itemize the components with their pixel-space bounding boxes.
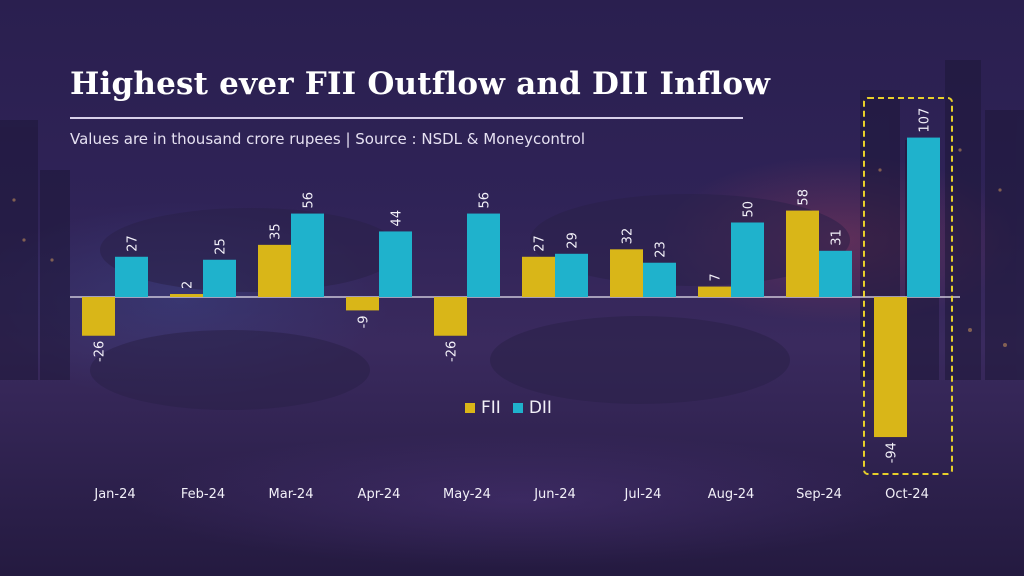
bar-fii-mar-24 <box>258 244 291 297</box>
value-label-dii-sep-24: 31 <box>830 229 845 246</box>
value-label-fii-feb-24: 2 <box>181 281 196 289</box>
legend-label-fii: FII <box>481 398 501 418</box>
bar-fii-jul-24 <box>610 249 643 297</box>
bar-dii-feb-24 <box>203 259 236 297</box>
x-tick-label-jan-24: Jan-24 <box>93 487 135 502</box>
value-label-fii-may-24: -26 <box>445 341 460 362</box>
x-tick-label-feb-24: Feb-24 <box>181 487 225 502</box>
x-tick-label-mar-24: Mar-24 <box>269 487 314 502</box>
bar-dii-jan-24 <box>115 256 148 297</box>
bar-fii-feb-24 <box>170 294 203 297</box>
highlight-box-oct-24 <box>863 97 953 475</box>
value-label-dii-feb-24: 25 <box>214 238 229 255</box>
x-tick-label-sep-24: Sep-24 <box>796 487 842 502</box>
bar-dii-apr-24 <box>379 231 412 297</box>
x-tick-label-oct-24: Oct-24 <box>885 487 929 502</box>
bar-dii-oct-24 <box>907 137 940 297</box>
chart-legend: FII DII <box>465 398 564 418</box>
title-underline <box>70 117 743 119</box>
value-label-fii-jan-24: -26 <box>93 341 108 362</box>
value-label-dii-apr-24: 44 <box>390 210 405 227</box>
bar-dii-sep-24 <box>819 250 852 297</box>
legend-swatch-fii <box>465 403 475 413</box>
value-label-dii-mar-24: 56 <box>302 192 317 209</box>
value-label-dii-jul-24: 23 <box>654 241 669 258</box>
x-tick-label-apr-24: Apr-24 <box>358 487 401 502</box>
bar-dii-jul-24 <box>643 262 676 297</box>
chart-subtitle: Values are in thousand crore rupees | So… <box>70 130 585 148</box>
legend-item-fii: FII <box>465 398 501 418</box>
value-label-dii-aug-24: 50 <box>742 201 757 218</box>
legend-item-dii: DII <box>512 398 552 418</box>
bar-dii-mar-24 <box>291 213 324 297</box>
value-label-dii-may-24: 56 <box>478 192 493 209</box>
bar-fii-jan-24 <box>82 297 115 336</box>
value-label-fii-jul-24: 32 <box>621 228 636 245</box>
bar-fii-apr-24 <box>346 297 379 311</box>
bar-fii-aug-24 <box>698 286 731 297</box>
bar-fii-oct-24 <box>874 297 907 438</box>
x-tick-label-may-24: May-24 <box>443 487 491 502</box>
value-label-dii-jun-24: 29 <box>566 232 581 249</box>
bar-fii-jun-24 <box>522 256 555 297</box>
bar-dii-may-24 <box>467 213 500 297</box>
value-label-dii-oct-24: 107 <box>918 108 933 133</box>
x-tick-label-jun-24: Jun-24 <box>533 487 576 502</box>
value-label-fii-apr-24: -9 <box>357 315 372 328</box>
value-label-fii-jun-24: 27 <box>533 235 548 252</box>
bar-fii-may-24 <box>434 297 467 336</box>
value-label-fii-aug-24: 7 <box>709 273 724 281</box>
value-label-dii-jan-24: 27 <box>126 235 141 252</box>
value-label-fii-oct-24: -94 <box>885 442 900 463</box>
value-label-fii-mar-24: 35 <box>269 223 284 240</box>
bar-dii-jun-24 <box>555 253 588 297</box>
bar-fii-sep-24 <box>786 210 819 297</box>
value-label-fii-sep-24: 58 <box>797 189 812 206</box>
legend-label-dii: DII <box>528 398 552 418</box>
x-tick-label-aug-24: Aug-24 <box>708 487 755 502</box>
chart-title: Highest ever FII Outflow and DII Inflow <box>70 66 771 102</box>
bar-dii-aug-24 <box>731 222 764 297</box>
legend-swatch-dii <box>512 403 523 413</box>
x-tick-label-jul-24: Jul-24 <box>624 487 662 502</box>
